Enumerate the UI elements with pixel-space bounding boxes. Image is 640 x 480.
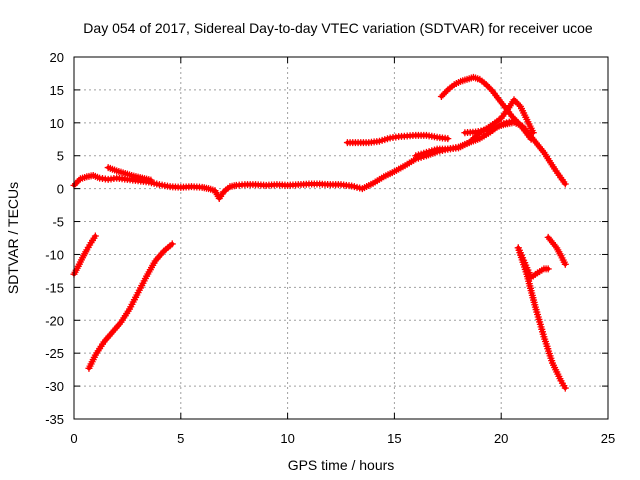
data-point — [441, 89, 449, 97]
data-point — [484, 82, 492, 90]
y-tick-label: -35 — [45, 412, 64, 427]
data-point — [482, 81, 490, 89]
data-point — [487, 86, 495, 94]
x-axis-label: GPS time / hours — [288, 457, 395, 473]
data-point — [561, 260, 569, 268]
data-point — [168, 240, 176, 248]
data-point — [561, 384, 569, 392]
y-tick-label: -20 — [45, 313, 64, 328]
chart-title: Day 054 of 2017, Sidereal Day-to-day VTE… — [83, 20, 593, 36]
series-plateau-band — [343, 131, 452, 147]
data-point — [73, 178, 81, 186]
y-tick-label: 15 — [50, 83, 64, 98]
y-tick-label: -30 — [45, 379, 64, 394]
data-point — [442, 88, 450, 96]
grid — [74, 57, 608, 419]
data-point — [444, 135, 452, 143]
data-point — [561, 180, 569, 188]
series-right-mid-band — [461, 119, 516, 137]
x-tick-label: 0 — [70, 431, 77, 446]
series-band — [413, 97, 536, 158]
data-point — [72, 180, 80, 188]
data-point — [513, 99, 521, 107]
x-tick-label: 20 — [494, 431, 508, 446]
y-tick-label: 20 — [50, 50, 64, 65]
data-point — [508, 119, 516, 127]
series-right-small-fall — [514, 244, 552, 281]
data-point — [512, 97, 520, 105]
data-point — [485, 84, 493, 92]
data-point — [75, 176, 83, 184]
data-point — [508, 112, 516, 120]
y-tick-labels: -35 -30 -25 -20 -15 -10 -5 0 5 10 15 20 — [45, 50, 64, 427]
data-point — [544, 265, 552, 273]
data-point — [529, 129, 537, 137]
series-peak-band — [437, 73, 535, 143]
data-point — [510, 96, 518, 104]
y-tick-label: 0 — [57, 182, 64, 197]
x-tick-label: 10 — [280, 431, 294, 446]
series-main-band — [70, 118, 569, 203]
data-point — [527, 135, 535, 143]
x-tick-labels: 0 5 10 15 20 25 — [70, 431, 615, 446]
data-point — [439, 91, 447, 99]
x-tick-label: 5 — [177, 431, 184, 446]
y-tick-label: 5 — [57, 149, 64, 164]
series-right-far-fall — [544, 233, 569, 268]
data-point — [509, 114, 517, 122]
data-point — [513, 117, 521, 125]
data-point — [437, 92, 445, 100]
y-tick-label: 10 — [50, 116, 64, 131]
y-axis-label: SDTVAR / TECUs — [5, 182, 21, 294]
series-upper-left-band — [104, 164, 155, 184]
y-tick-label: -15 — [45, 280, 64, 295]
y-tick-label: -5 — [52, 215, 64, 230]
plot-frame — [73, 56, 609, 420]
y-tick-label: -25 — [45, 346, 64, 361]
data-point — [91, 232, 99, 240]
series-left-bottom-rise — [85, 240, 176, 372]
series-left-rising-line — [70, 232, 99, 278]
data-series — [70, 73, 569, 392]
x-tick-label: 15 — [387, 431, 401, 446]
ticks — [73, 56, 609, 420]
y-tick-label: -10 — [45, 247, 64, 262]
series-right-steep-fall — [514, 244, 569, 392]
data-point — [147, 176, 155, 184]
data-point — [515, 101, 523, 109]
data-point — [511, 116, 519, 124]
x-tick-label: 25 — [601, 431, 615, 446]
